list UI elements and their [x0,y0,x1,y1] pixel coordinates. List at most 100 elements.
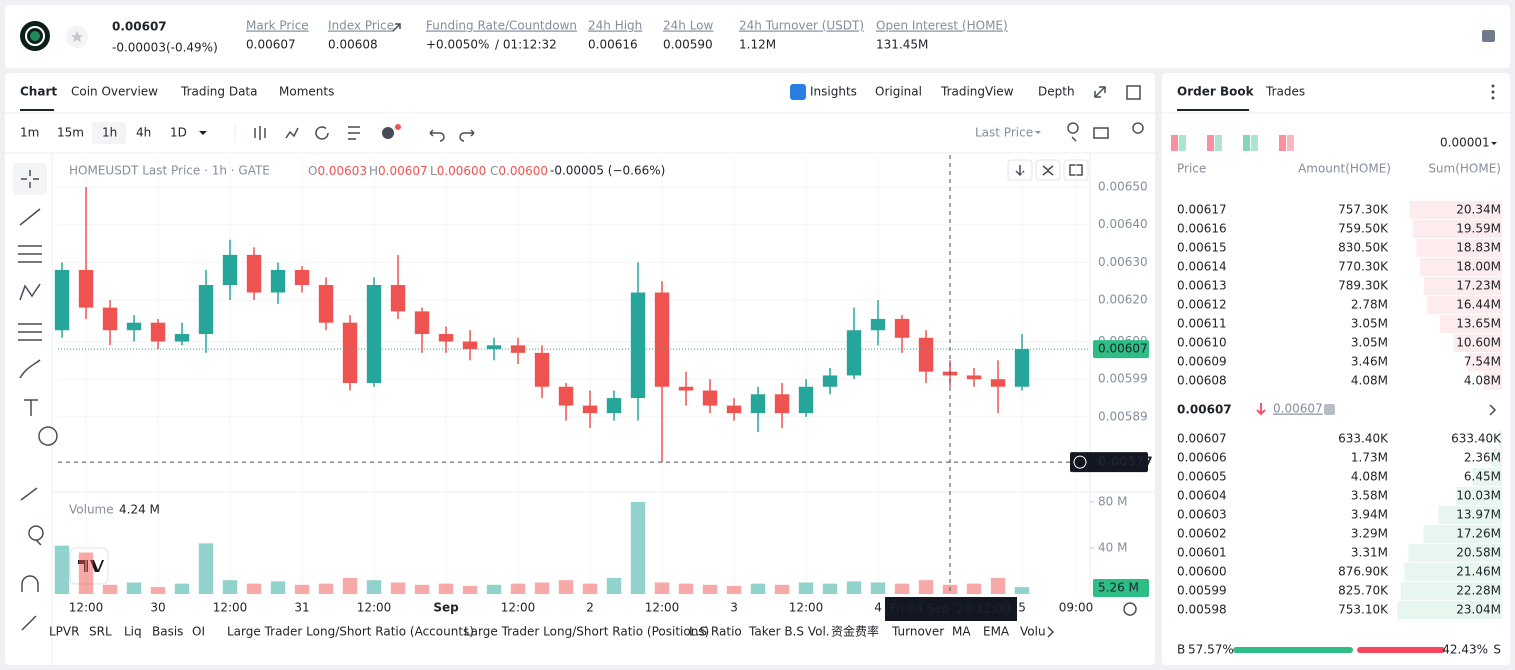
book-view-icon[interactable] [1171,135,1178,151]
indicator-tab[interactable]: SRL [89,625,112,639]
undo-redo-icon[interactable] [429,129,475,142]
book-view-icon[interactable] [1243,135,1250,151]
indicator-tab[interactable]: Large Trader Long/Short Ratio (Accounts) [227,625,474,639]
book-view-icon[interactable] [1279,135,1286,151]
book-amount: 3.29M [1351,527,1388,541]
book-price[interactable]: 0.00609 [1177,355,1227,369]
chart-tab[interactable]: Coin Overview [71,85,158,99]
volume-bar [270,581,286,594]
ratio-buy: 57.57% [1188,643,1234,657]
book-sum: 18.00M [1456,260,1501,274]
drawing-tools[interactable] [13,163,58,631]
book-view-icon[interactable] [1251,135,1258,151]
indicator-tab[interactable]: MA [952,625,971,639]
toolbar-icons[interactable] [234,122,1144,142]
book-price[interactable]: 0.00612 [1177,298,1227,312]
cursor-tool[interactable] [13,163,47,195]
interval[interactable]: 1m [20,126,39,140]
menu-icon[interactable] [1491,84,1495,100]
book-amount: 3.46M [1351,355,1388,369]
book-price[interactable]: 0.00610 [1177,336,1227,350]
settings-icon[interactable] [1047,602,1137,638]
time-tooltip-label: Fri 04 Sep '26 12:00 [890,602,1011,616]
ohlc-legend: O0.00603 [308,164,367,178]
view-tab[interactable]: Depth [1038,85,1075,99]
book-price[interactable]: 0.00611 [1177,317,1227,331]
book-price[interactable]: 0.00608 [1177,374,1227,388]
candle-body [558,386,574,406]
book-price[interactable]: 0.00615 [1177,241,1227,255]
book-price[interactable]: 0.00614 [1177,260,1227,274]
expand-icon[interactable] [1094,86,1106,98]
book-amount: 757.30K [1338,203,1389,217]
indicator-tab[interactable]: Liq [124,625,142,639]
candle-body [750,394,766,414]
volume-bar [702,584,718,594]
tool-icons[interactable] [18,170,58,631]
notes-icon[interactable] [1482,30,1495,42]
book-price[interactable]: 0.00600 [1177,565,1227,579]
interval[interactable]: 15m [57,126,84,140]
book-price[interactable]: 0.00605 [1177,470,1227,484]
window-icon[interactable] [1126,85,1141,100]
indicator-tab[interactable]: OI [192,625,205,639]
indicator-tab[interactable]: LPVR [49,625,79,639]
book-price[interactable]: 0.00602 [1177,527,1227,541]
view-icons[interactable] [790,84,1495,100]
tab-underline [20,109,54,111]
book-price[interactable]: 0.00606 [1177,451,1227,465]
depth-bar [1420,258,1502,276]
book-price[interactable]: 0.00617 [1177,203,1227,217]
indicator-tab[interactable]: Large Trader Long/Short Ratio (Positions… [464,625,709,639]
search-camera-settings[interactable] [1067,122,1144,142]
chart-tab[interactable]: Moments [279,85,334,99]
book-price[interactable]: 0.00607 [1177,432,1227,446]
column-header: Price [1177,162,1206,176]
book-price[interactable]: 0.00604 [1177,489,1227,503]
book-view-icon[interactable] [1215,135,1222,151]
more-arrow[interactable] [1489,404,1497,416]
tool-icon[interactable] [315,126,360,140]
chart-tab[interactable]: Chart [20,85,57,99]
book-tab[interactable]: Order Book [1177,85,1255,99]
stat-value: 0.00616 [588,38,638,52]
book-view-icon[interactable] [1179,135,1186,151]
interval[interactable]: 1h [102,126,117,140]
ohlc-value: 0.00600 [437,164,487,178]
volume-bar [438,583,454,594]
indicator-tab[interactable]: Turnover [891,625,944,639]
book-price[interactable]: 0.00603 [1177,508,1227,522]
book-price[interactable]: 0.00613 [1177,279,1227,293]
book-price[interactable]: 0.00599 [1177,584,1227,598]
indicator-tab[interactable]: L.S Ratio [689,625,742,639]
chart-type-icon[interactable] [254,126,299,140]
price-type[interactable]: Last Price [975,126,1033,140]
interval[interactable]: 4h [136,126,151,140]
book-view-icon[interactable] [1287,135,1294,151]
indicator-tab[interactable]: EMA [983,625,1010,639]
view-tab[interactable]: Original [875,85,922,99]
depth-bar [1416,239,1502,257]
indicator-tab[interactable]: Volu [1020,625,1046,639]
book-price[interactable]: 0.00598 [1177,603,1227,617]
interval[interactable]: 1D [170,126,187,140]
book-price[interactable]: 0.00601 [1177,546,1227,560]
view-tab[interactable]: TradingView [940,85,1014,99]
precision[interactable]: 0.00001 [1440,136,1490,150]
book-price[interactable]: 0.00616 [1177,222,1227,236]
depth-bar [1404,563,1502,581]
view-tab[interactable]: Insights [810,85,857,99]
book-sum: 19.59M [1456,222,1501,236]
book-amount: 2.78M [1351,298,1388,312]
book-tab[interactable]: Trades [1265,85,1305,99]
depth-bar [1483,372,1502,390]
indicator-tab[interactable]: Taker B.S Vol. [748,625,830,639]
add-indicator-icon[interactable] [382,127,394,139]
candle-body [918,337,934,372]
chart-tab[interactable]: Trading Data [180,85,258,99]
depth-bar [1453,334,1502,352]
ohlc-key: C [490,164,498,178]
indicator-tab[interactable]: Basis [152,625,183,639]
indicator-tab[interactable]: 资金费率 [831,624,879,639]
book-view-icon[interactable] [1207,135,1214,151]
